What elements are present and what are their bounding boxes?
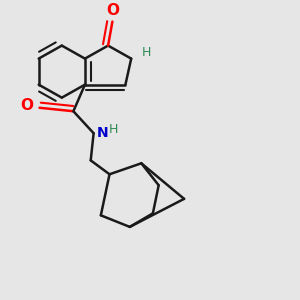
Text: H: H [142,46,152,59]
Text: H: H [109,123,118,136]
Text: O: O [20,98,33,113]
Text: N: N [97,126,109,140]
Text: O: O [106,3,119,18]
